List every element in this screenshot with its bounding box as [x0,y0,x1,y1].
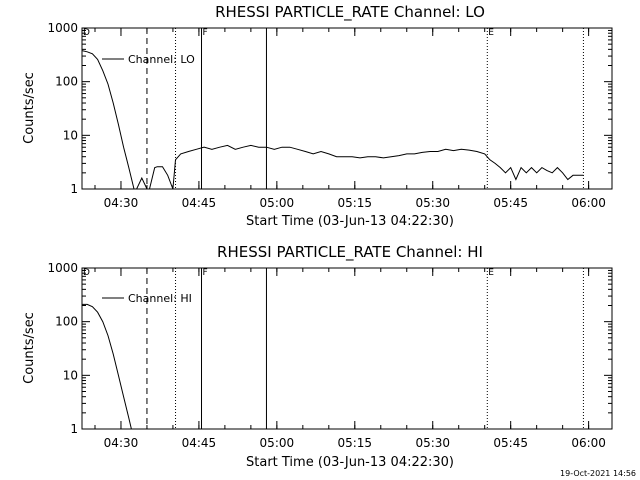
panel-lo-title: RHESSI PARTICLE_RATE Channel: LO [215,3,485,22]
panel-lo-x-tick-label: 04:45 [182,196,217,210]
panel-hi-title: RHESSI PARTICLE_RATE Channel: HI [217,243,483,262]
panel-lo-y-tick-label: 1 [70,182,78,196]
panel-lo-y-tick-label: 100 [55,75,78,89]
panel-hi-xlabel: Start Time (03-Jun-13 04:22:30) [246,455,454,470]
panel-lo-x-tick-label: 05:15 [337,196,372,210]
panel-hi-marker-label: F [203,268,208,278]
panel-lo-xlabel: Start Time (03-Jun-13 04:22:30) [246,214,454,229]
panel-hi-x-tick-label: 06:00 [571,436,606,450]
panel-hi-x-tick-label: 04:30 [104,436,139,450]
panel-lo-ylabel: Counts/sec [22,72,37,144]
panel-lo-x-tick-label: 04:30 [104,196,139,210]
panel-lo-marker-label: D [83,28,90,38]
panel-lo-x-tick-label: 05:30 [415,196,450,210]
panel-lo-marker-label: F [203,28,208,38]
panel-hi-y-tick-label: 1000 [47,261,78,275]
panel-lo-x-tick-label: 05:45 [493,196,528,210]
panel-hi-marker-label: D [83,268,90,278]
panel-hi-marker-label: E [488,268,494,278]
panel-hi-x-tick-label: 05:45 [493,436,528,450]
panel-hi-x-tick-label: 04:45 [182,436,217,450]
panel-lo-legend-label: Channel: LO [128,53,195,66]
panel-hi-ylabel: Counts/sec [22,312,37,384]
panel-lo-y-tick-label: 10 [63,128,78,142]
panel-hi-y-tick-label: 1 [70,422,78,436]
panel-hi-x-tick-label: 05:15 [337,436,372,450]
panel-lo-marker-label: E [488,28,494,38]
panel-lo-y-tick-label: 1000 [47,21,78,35]
panel-hi-x-tick-label: 05:00 [260,436,295,450]
panel-hi-y-tick-label: 10 [63,368,78,382]
generation-timestamp: 19-Oct-2021 14:56 [560,469,636,478]
panel-hi-x-tick-label: 05:30 [415,436,450,450]
panel-lo-x-tick-label: 05:00 [260,196,295,210]
panel-hi-y-tick-label: 100 [55,315,78,329]
panel-hi-legend-label: Channel: HI [128,292,192,305]
panel-lo-x-tick-label: 06:00 [571,196,606,210]
